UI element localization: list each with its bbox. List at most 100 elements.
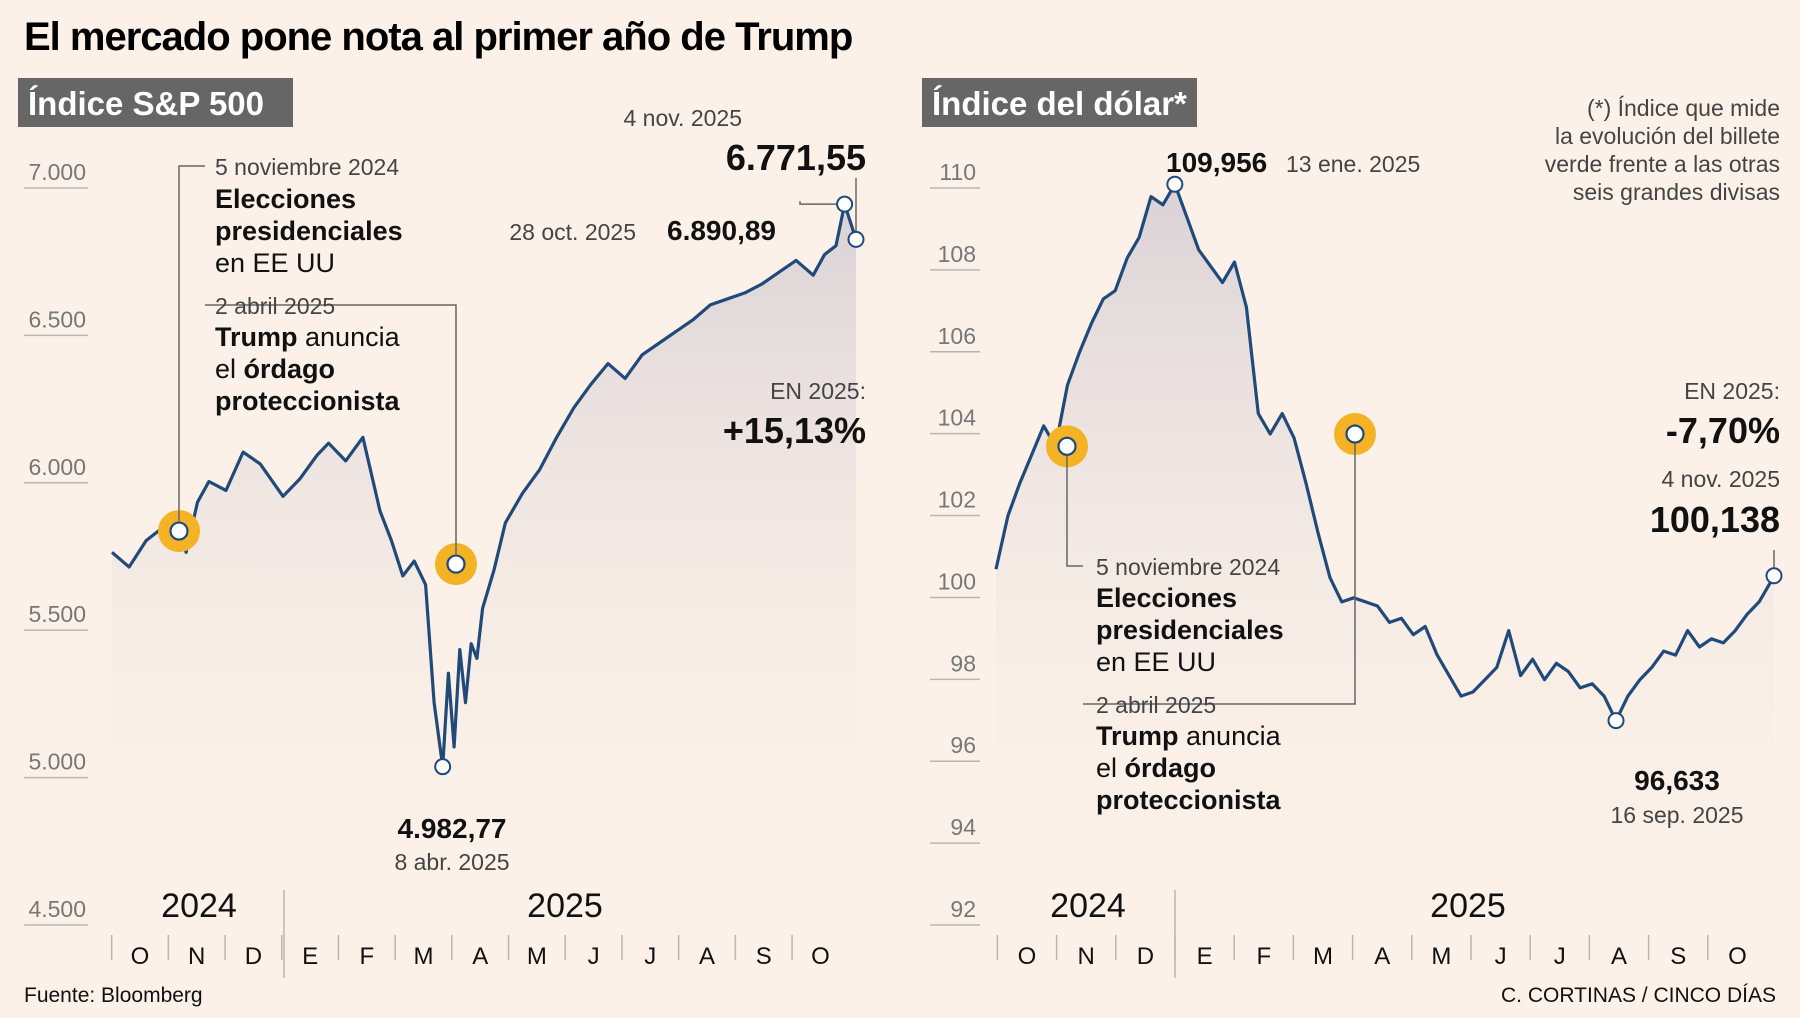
dxy-ytick-label: 110 bbox=[939, 159, 976, 185]
dxy-annotation-tariffs-line1: Trump anuncia bbox=[1096, 721, 1282, 751]
dxy-ytick-label: 102 bbox=[938, 487, 976, 513]
sp500-annotation-election-line3: en EE UU bbox=[215, 248, 335, 278]
dxy-max-value: 109,956 bbox=[1166, 147, 1267, 178]
source-note: Fuente: Bloomberg bbox=[24, 984, 203, 1007]
sp500-annotation-election-line2: presidenciales bbox=[215, 216, 403, 246]
sp500-month-label: A bbox=[699, 943, 715, 970]
dxy-annotation-election-date: 5 noviembre 2024 bbox=[1096, 554, 1280, 580]
sp500-month-label: E bbox=[302, 943, 318, 970]
axes-layer: 7.000 6.500 6.000 5.500 5.000 4.500 O N D E F M A M J J… bbox=[24, 159, 1783, 978]
sp500-last-date: 4 nov. 2025 bbox=[623, 105, 742, 131]
dxy-month-label: O bbox=[1728, 943, 1747, 970]
sp500-min-date: 8 abr. 2025 bbox=[394, 849, 509, 875]
dxy-ytd-label: EN 2025: bbox=[1684, 378, 1780, 404]
dxy-month-label: J bbox=[1495, 943, 1507, 970]
dxy-max-point bbox=[1166, 175, 1184, 193]
dxy-annotation-tariffs-line3: proteccionista bbox=[1096, 785, 1282, 815]
dxy-ytick-label: 94 bbox=[950, 814, 976, 840]
dxy-ytick-label: 98 bbox=[950, 650, 976, 676]
dxy-month-label: M bbox=[1431, 943, 1451, 970]
dxy-area bbox=[996, 184, 1774, 910]
dxy-min-date: 16 sep. 2025 bbox=[1610, 802, 1743, 828]
dxy-year-label: 2024 bbox=[1050, 887, 1126, 925]
dxy-ytick-label: 108 bbox=[938, 241, 976, 267]
sp500-ytick-label: 5.500 bbox=[28, 601, 86, 627]
dxy-annotation-tariffs-line2: el órdago bbox=[1096, 753, 1216, 783]
dxy-event-point bbox=[1345, 424, 1365, 444]
dxy-series-line bbox=[994, 182, 1776, 723]
sp500-ytick-label: 4.500 bbox=[28, 896, 86, 922]
dxy-event-leader bbox=[1066, 436, 1083, 567]
sp500-panel: Índice S&P 500 4 nov. 2025 6.771,55 28 o… bbox=[18, 78, 866, 875]
dxy-ytick-label: 106 bbox=[938, 323, 976, 349]
sp500-month-label: O bbox=[131, 943, 150, 970]
sp500-event-leader bbox=[205, 304, 457, 555]
sp500-ytick-label: 6.500 bbox=[28, 306, 86, 332]
sp500-annotation-tariffs-date: 2 abril 2025 bbox=[215, 293, 335, 319]
main-title: El mercado pone nota al primer año de Tr… bbox=[24, 15, 852, 59]
sp500-area bbox=[112, 204, 856, 909]
sp500-month-label: M bbox=[527, 943, 547, 970]
dxy-month-label: S bbox=[1670, 943, 1686, 970]
sp500-min-point bbox=[434, 758, 452, 776]
dxy-note-line3: verde frente a las otras bbox=[1545, 151, 1780, 177]
dxy-panel: Índice del dólar* (*) Índice que mide la… bbox=[922, 78, 1780, 828]
dxy-note-line2: la evolución del billete bbox=[1555, 123, 1780, 149]
dxy-title: Índice del dólar* bbox=[932, 85, 1187, 122]
dxy-month-label: J bbox=[1554, 943, 1566, 970]
dxy-last-date: 4 nov. 2025 bbox=[1661, 466, 1780, 492]
dxy-month-label: D bbox=[1137, 943, 1154, 970]
sp500-ytd-label: EN 2025: bbox=[770, 378, 866, 404]
sp500-month-label: F bbox=[359, 943, 374, 970]
sp500-annotation-tariffs-line2: el órdago bbox=[215, 354, 335, 384]
sp500-peak-date: 28 oct. 2025 bbox=[509, 219, 636, 245]
sp500-event-leader bbox=[178, 165, 205, 522]
dxy-month-label: N bbox=[1078, 943, 1095, 970]
sp500-month-label: J bbox=[644, 943, 656, 970]
dxy-note-line1: (*) Índice que mide bbox=[1587, 95, 1780, 121]
sp500-annotation-election-date: 5 noviembre 2024 bbox=[215, 154, 399, 180]
dxy-month-label: F bbox=[1256, 943, 1271, 970]
sp500-annotation-tariffs-line3: proteccionista bbox=[215, 386, 401, 416]
dxy-event-leader bbox=[1083, 424, 1356, 705]
sp500-title: Índice S&P 500 bbox=[28, 85, 264, 122]
dxy-last-value: 100,138 bbox=[1650, 499, 1780, 540]
dxy-annotation-election-line1: Elecciones bbox=[1096, 583, 1237, 613]
sp500-month-label: A bbox=[472, 943, 488, 970]
sp500-month-label: N bbox=[188, 943, 205, 970]
sp500-ytd-value: +15,13% bbox=[723, 410, 866, 451]
sp500-peak-point bbox=[836, 195, 854, 213]
dxy-min-value: 96,633 bbox=[1634, 765, 1720, 796]
sp500-year-label: 2024 bbox=[161, 887, 237, 925]
sp500-month-label: M bbox=[414, 943, 434, 970]
sp500-month-label: J bbox=[588, 943, 600, 970]
dxy-annotation-election-line2: presidenciales bbox=[1096, 615, 1284, 645]
dxy-month-label: O bbox=[1018, 943, 1037, 970]
dxy-note-line4: seis grandes divisas bbox=[1573, 179, 1780, 205]
sp500-ytick-label: 6.000 bbox=[28, 454, 86, 480]
sp500-last-value: 6.771,55 bbox=[726, 137, 866, 178]
sp500-ytick-label: 5.000 bbox=[28, 749, 86, 775]
sp500-event-point bbox=[169, 521, 189, 541]
dxy-ytick-label: 92 bbox=[950, 896, 976, 922]
dxy-annotation-tariffs-date: 2 abril 2025 bbox=[1096, 692, 1216, 718]
dxy-year-label: 2025 bbox=[1430, 887, 1506, 925]
sp500-annotation-tariffs-line1: Trump anuncia bbox=[215, 322, 401, 352]
dxy-ytick-label: 96 bbox=[950, 732, 976, 758]
sp500-peak-value: 6.890,89 bbox=[667, 215, 776, 246]
sp500-month-label: O bbox=[811, 943, 830, 970]
dxy-annotation-election-line3: en EE UU bbox=[1096, 647, 1216, 677]
sp500-annotation-election-line1: Elecciones bbox=[215, 184, 356, 214]
dxy-month-label: E bbox=[1197, 943, 1213, 970]
dxy-last-point bbox=[1765, 567, 1783, 585]
sp500-min-value: 4.982,77 bbox=[398, 813, 507, 844]
sp500-title-tag bbox=[18, 78, 293, 127]
dxy-ytick-label: 100 bbox=[938, 568, 976, 594]
dxy-month-label: A bbox=[1374, 943, 1390, 970]
sp500-ytick-label: 7.000 bbox=[28, 159, 86, 185]
credit-note: C. CORTINAS / CINCO DÍAS bbox=[1501, 984, 1776, 1007]
sp500-last-point bbox=[847, 230, 865, 248]
dxy-title-tag bbox=[922, 78, 1197, 127]
sp500-year-label: 2025 bbox=[527, 887, 603, 925]
